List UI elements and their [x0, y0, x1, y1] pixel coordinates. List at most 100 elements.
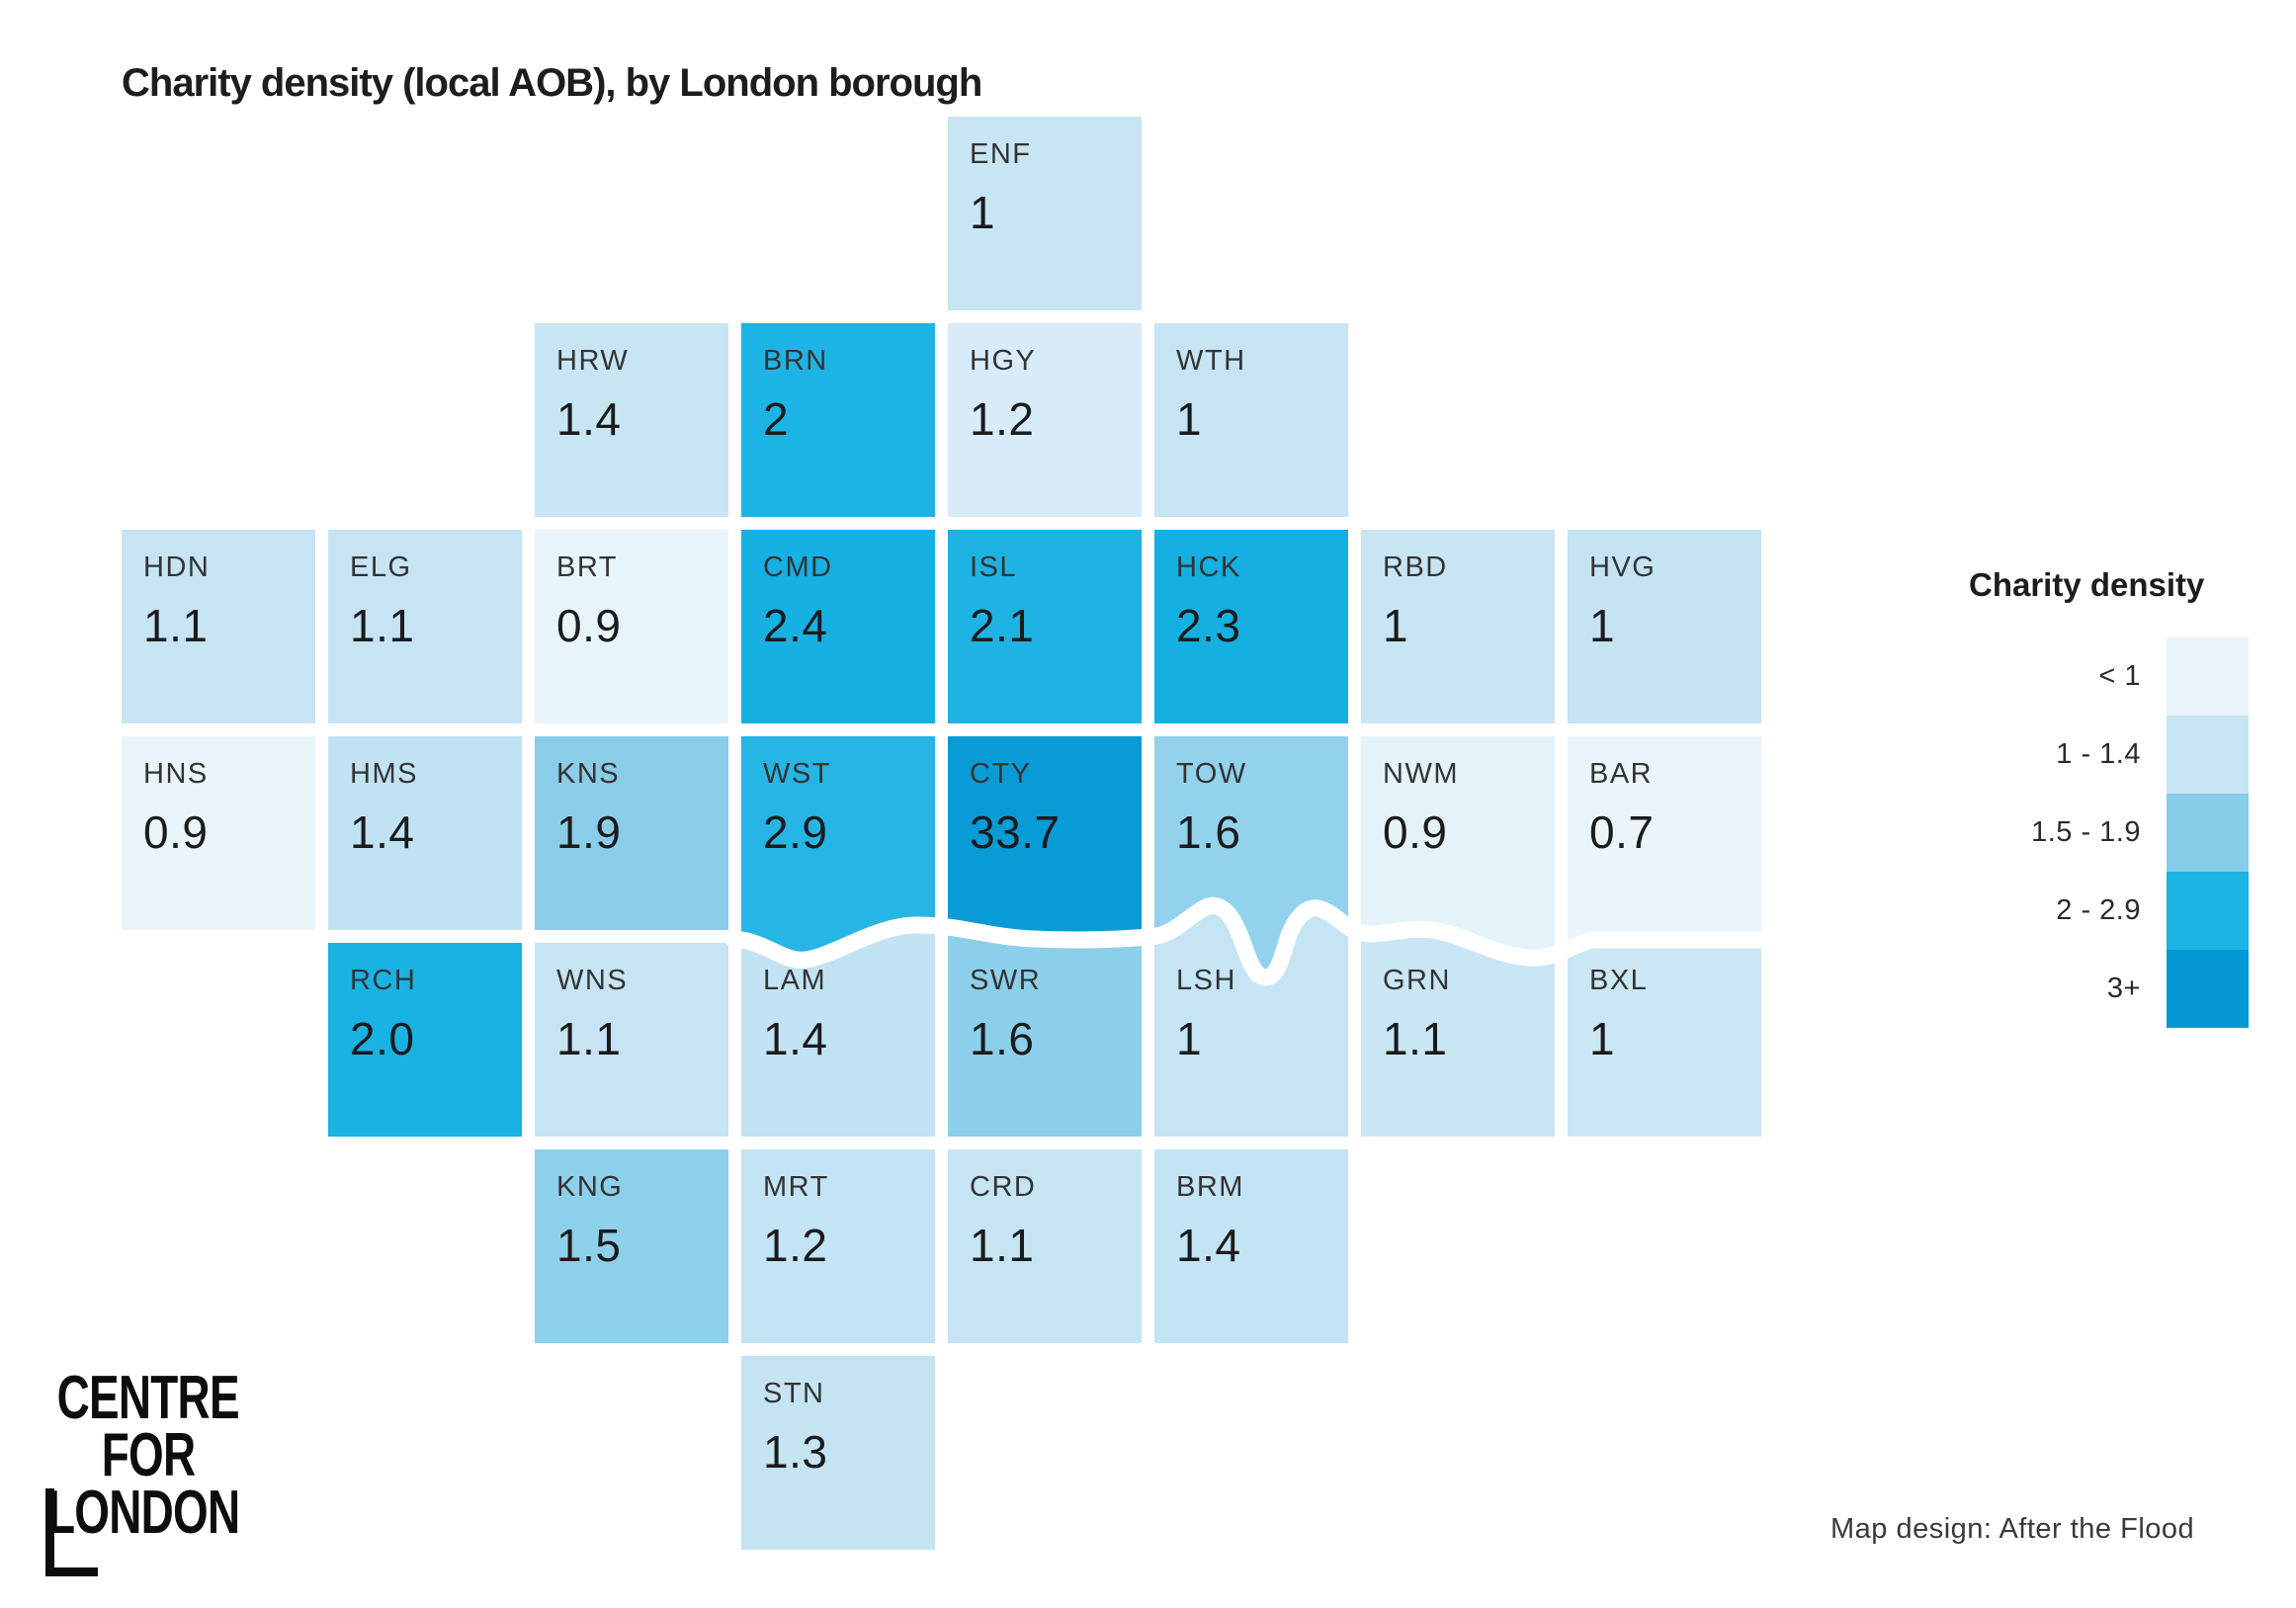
borough-tile-rbd: RBD 1 — [1361, 530, 1555, 723]
borough-tile-wns: WNS 1.1 — [535, 943, 728, 1137]
logo-l-bracket-icon — [45, 1488, 98, 1576]
borough-value: 1 — [1176, 1013, 1203, 1064]
borough-code: WST — [763, 758, 831, 790]
borough-code: WNS — [556, 965, 629, 996]
borough-value: 2.1 — [970, 600, 1035, 651]
borough-value: 1 — [1383, 600, 1409, 651]
borough-value: 1.1 — [1383, 1013, 1448, 1064]
borough-value: 0.7 — [1589, 806, 1655, 858]
borough-value: 2 — [763, 393, 790, 445]
legend-swatch — [2167, 716, 2249, 794]
borough-value: 1.1 — [970, 1220, 1035, 1271]
borough-code: BRM — [1176, 1171, 1244, 1203]
borough-tile-lsh: LSH 1 — [1154, 943, 1348, 1137]
borough-code: HRW — [556, 345, 630, 377]
borough-tile-cmd: CMD 2.4 — [741, 530, 935, 723]
borough-value: 1.9 — [556, 806, 622, 858]
borough-tile-brn: BRN 2 — [741, 323, 935, 517]
borough-tile-stn: STN 1.3 — [741, 1356, 935, 1550]
borough-value: 1.1 — [350, 600, 415, 651]
borough-tile-swr: SWR 1.6 — [948, 943, 1142, 1137]
borough-value: 0.9 — [556, 600, 622, 651]
borough-value: 1.4 — [1176, 1220, 1241, 1271]
borough-code: BRN — [763, 345, 828, 377]
borough-tile-mrt: MRT 1.2 — [741, 1149, 935, 1343]
logo-line-1: CENTRE — [56, 1364, 240, 1432]
borough-code: CMD — [763, 551, 833, 583]
borough-tile-grn: GRN 1.1 — [1361, 943, 1555, 1137]
borough-tile-hrw: HRW 1.4 — [535, 323, 728, 517]
legend-bucket: < 1 — [1967, 637, 2249, 716]
borough-value: 1.2 — [970, 393, 1035, 445]
borough-tile-hck: HCK 2.3 — [1154, 530, 1348, 723]
borough-value: 1.1 — [143, 600, 209, 651]
borough-value: 1.4 — [350, 806, 415, 858]
borough-value: 1 — [1176, 393, 1203, 445]
borough-value: 2.3 — [1176, 600, 1241, 651]
logo-line-2: FOR — [101, 1421, 196, 1489]
borough-tile-bar: BAR 0.7 — [1568, 736, 1761, 930]
borough-value: 1 — [970, 187, 996, 238]
borough-value: 1.4 — [556, 393, 622, 445]
page-title: Charity density (local AOB), by London b… — [122, 61, 982, 105]
borough-value: 1 — [1589, 1013, 1616, 1064]
borough-value: 33.7 — [970, 806, 1061, 858]
borough-tile-bxl: BXL 1 — [1568, 943, 1761, 1137]
borough-code: HCK — [1176, 551, 1241, 583]
borough-tile-enf: ENF 1 — [948, 117, 1142, 310]
legend-bucket-label: 2 - 2.9 — [2056, 894, 2141, 926]
borough-code: HMS — [350, 758, 418, 790]
borough-code: ISL — [970, 551, 1018, 583]
borough-tile-hgy: HGY 1.2 — [948, 323, 1142, 517]
legend-bucket: 1.5 - 1.9 — [1967, 794, 2249, 872]
borough-code: ELG — [350, 551, 412, 583]
legend-swatch — [2167, 950, 2249, 1028]
legend-bucket: 3+ — [1967, 950, 2249, 1028]
legend-swatch — [2167, 637, 2249, 716]
map-design-credit: Map design: After the Flood — [1830, 1513, 2195, 1545]
borough-tile-lam: LAM 1.4 — [741, 943, 935, 1137]
borough-tile-kns: KNS 1.9 — [535, 736, 728, 930]
borough-code: HVG — [1589, 551, 1657, 583]
legend-scale: < 1 1 - 1.4 1.5 - 1.9 2 - 2.9 3+ — [1967, 637, 2249, 1028]
borough-code: SWR — [970, 965, 1042, 996]
borough-code: KNS — [556, 758, 621, 790]
borough-tile-brt: BRT 0.9 — [535, 530, 728, 723]
centre-for-london-logo: CENTRE FOR LONDON — [47, 1364, 240, 1544]
borough-code: RCH — [350, 965, 417, 996]
legend-bucket-label: 1.5 - 1.9 — [2031, 816, 2141, 848]
borough-code: HGY — [970, 345, 1037, 377]
borough-code: HDN — [143, 551, 211, 583]
borough-value: 1 — [1589, 600, 1616, 651]
borough-code: MRT — [763, 1171, 829, 1203]
borough-tile-hvg: HVG 1 — [1568, 530, 1761, 723]
borough-tile-tow: TOW 1.6 — [1154, 736, 1348, 930]
legend-bucket: 2 - 2.9 — [1967, 872, 2249, 950]
legend-title: Charity density — [1969, 566, 2205, 603]
borough-code: WTH — [1176, 345, 1246, 377]
borough-code: STN — [763, 1378, 825, 1409]
borough-code: KNG — [556, 1171, 624, 1203]
borough-code: RBD — [1383, 551, 1448, 583]
borough-value: 1.2 — [763, 1220, 828, 1271]
borough-code: CTY — [970, 758, 1032, 790]
legend-bucket-label: 3+ — [2106, 973, 2141, 1004]
borough-tile-nwm: NWM 0.9 — [1361, 736, 1555, 930]
borough-code: LSH — [1176, 965, 1236, 996]
borough-code: ENF — [970, 138, 1032, 170]
legend-bucket-label: < 1 — [2098, 660, 2141, 692]
legend-swatch — [2167, 872, 2249, 950]
legend-bucket: 1 - 1.4 — [1967, 716, 2249, 794]
legend-bucket-label: 1 - 1.4 — [2056, 738, 2141, 770]
borough-value: 1.4 — [763, 1013, 828, 1064]
borough-value: 1.1 — [556, 1013, 622, 1064]
borough-tile-rch: RCH 2.0 — [328, 943, 522, 1137]
borough-value: 2.9 — [763, 806, 828, 858]
borough-code: NWM — [1383, 758, 1459, 790]
legend-swatch — [2167, 794, 2249, 872]
borough-code: BXL — [1589, 965, 1649, 996]
borough-value: 1.6 — [970, 1013, 1035, 1064]
borough-value: 1.3 — [763, 1426, 828, 1478]
borough-code: CRD — [970, 1171, 1037, 1203]
borough-code: GRN — [1383, 965, 1451, 996]
